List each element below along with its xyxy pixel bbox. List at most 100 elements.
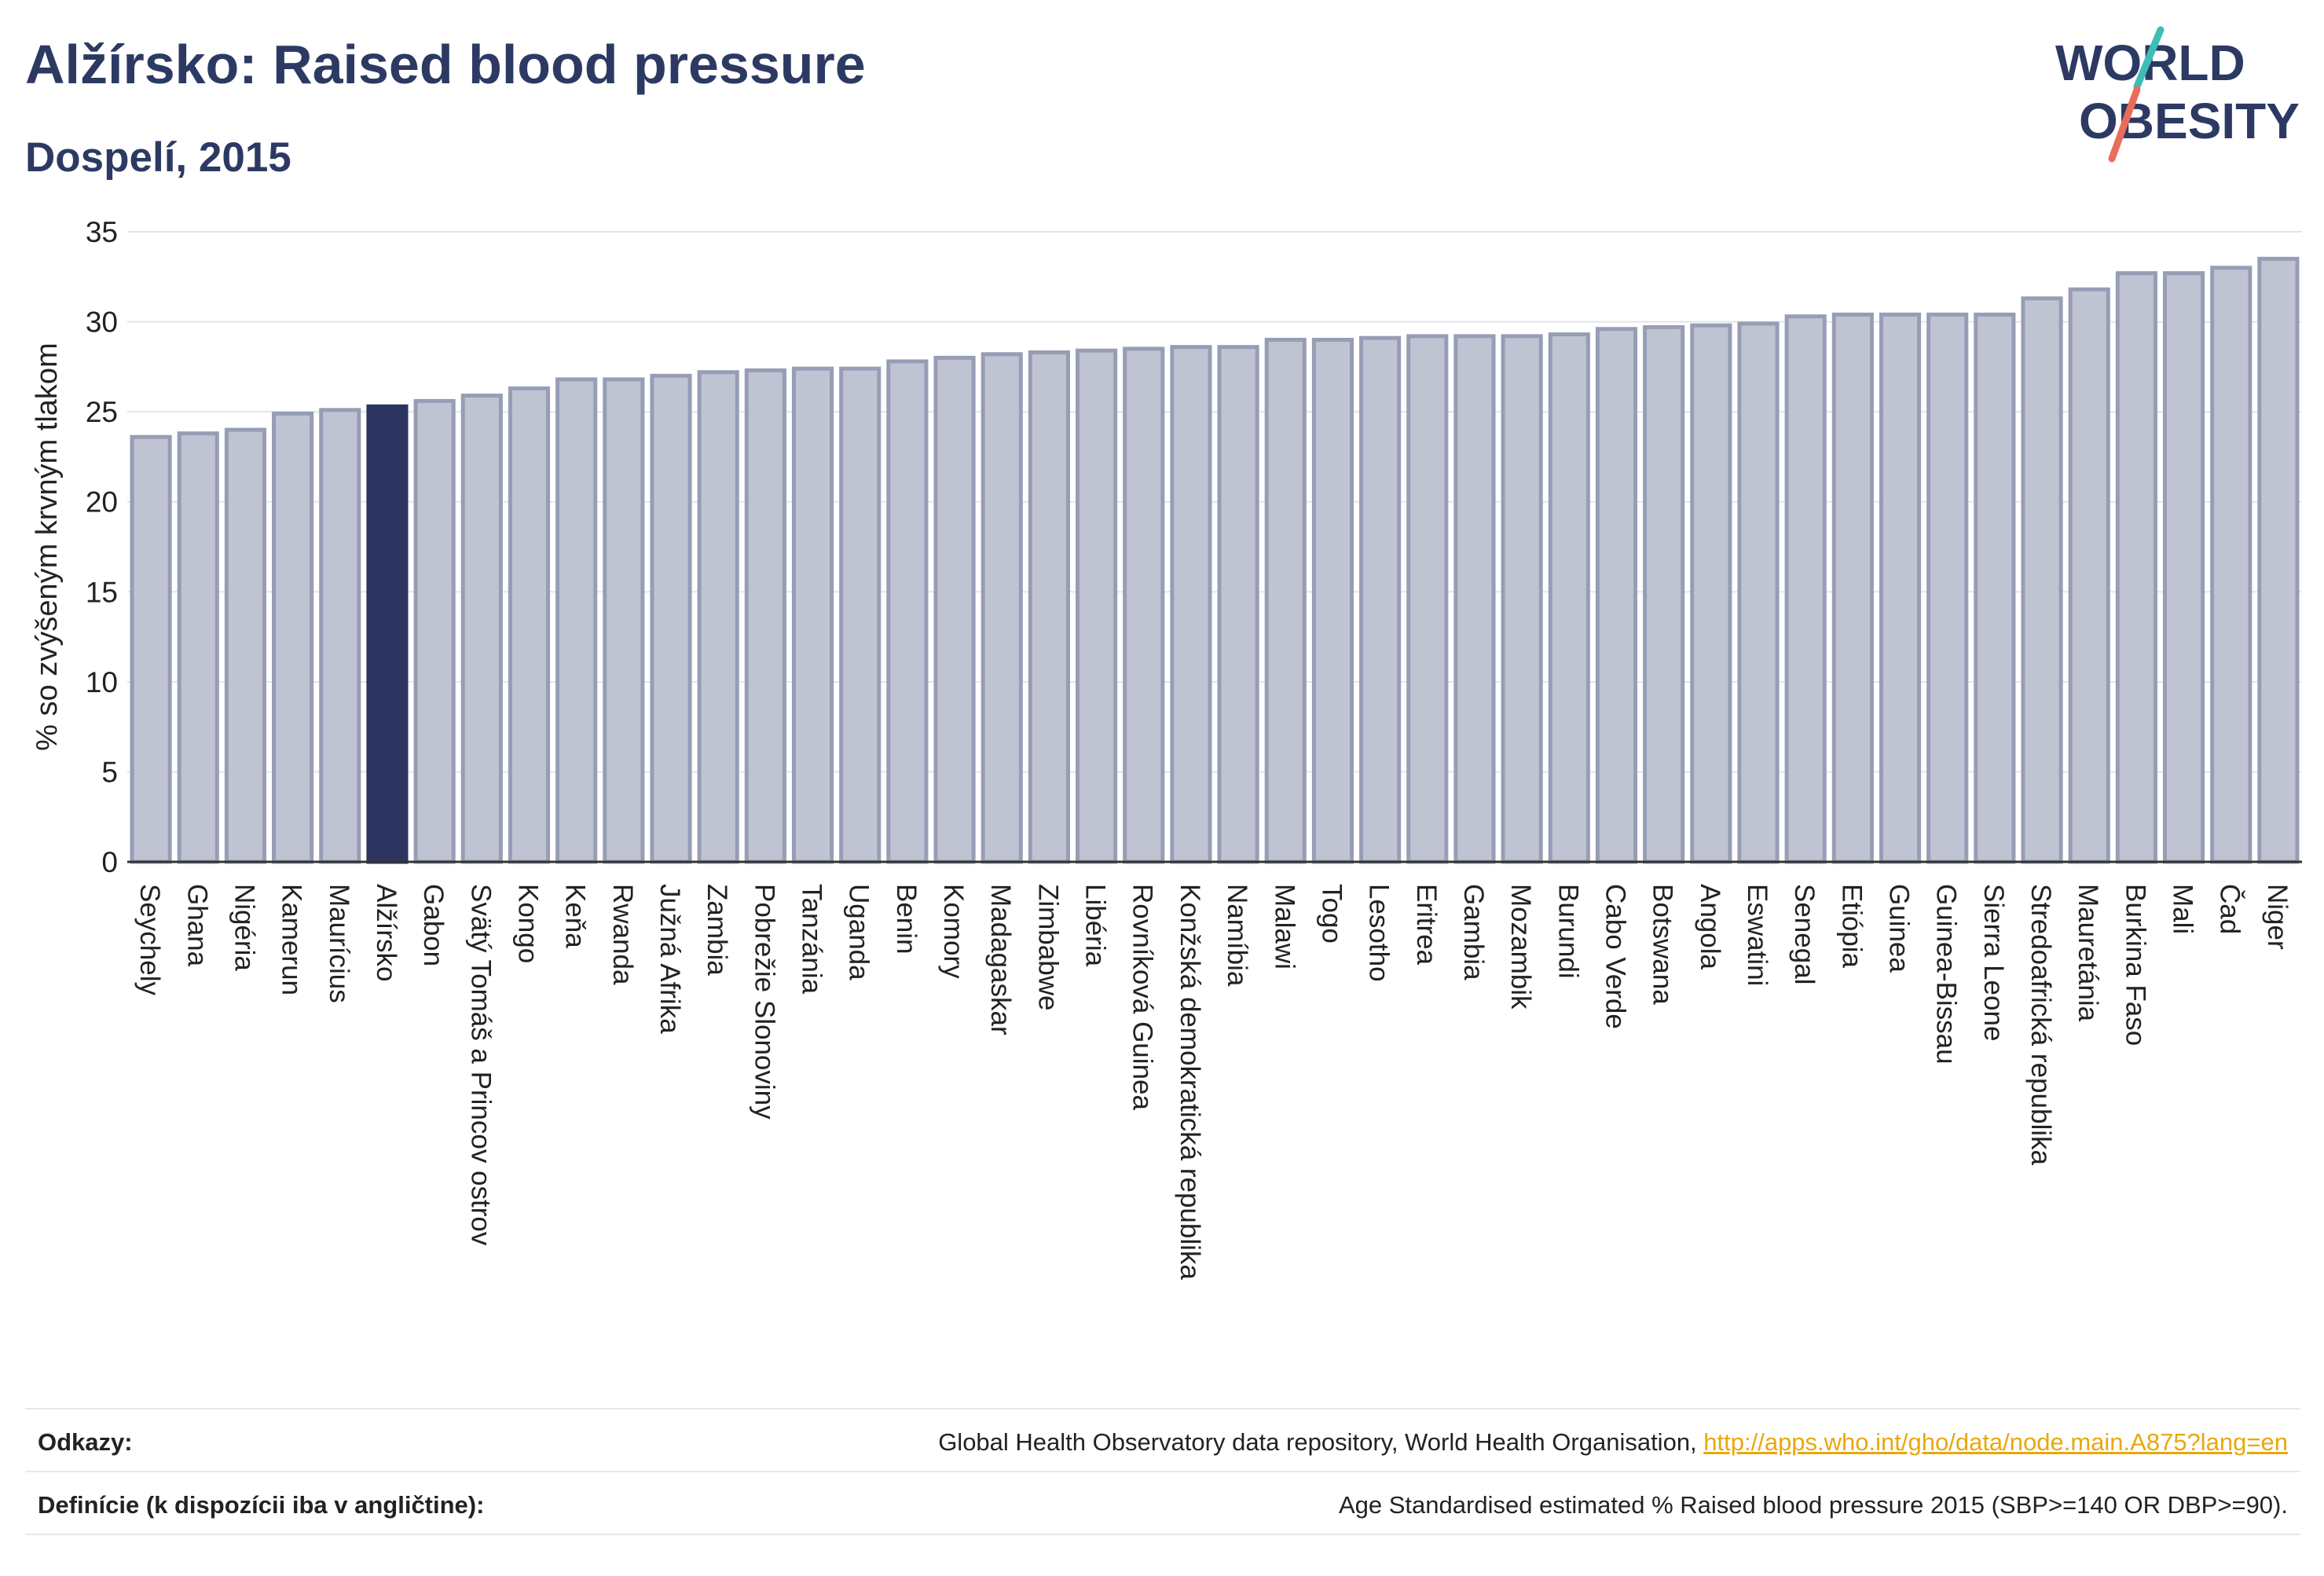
definitions-value: Age Standardised estimated % Raised bloo…	[1338, 1491, 2288, 1519]
bar[interactable]	[1170, 345, 1212, 864]
definitions-row: Definície (k dispozícii iba v angličtine…	[25, 1471, 2300, 1535]
bar[interactable]	[839, 366, 882, 864]
x-tick-label: Svätý Tomáš a Princov ostrov	[465, 884, 496, 1246]
bar[interactable]	[2068, 287, 2110, 864]
x-tick-label: Stredoafrická republika	[2025, 884, 2056, 1165]
bar[interactable]	[1028, 350, 1070, 864]
bar[interactable]	[2115, 271, 2157, 864]
bar[interactable]	[603, 377, 645, 864]
bar[interactable]	[1311, 337, 1354, 864]
x-tick-label: Alžírsko	[371, 884, 401, 981]
bar[interactable]	[1406, 334, 1449, 864]
bar[interactable]	[2210, 266, 2253, 864]
bar[interactable]	[130, 434, 172, 864]
x-tick-label: Niger	[2262, 884, 2293, 950]
x-tick-label: Južná Afrika	[654, 884, 685, 1034]
logo-slash-coral	[2108, 86, 2141, 163]
y-tick-label: 30	[86, 306, 118, 339]
bar[interactable]	[1501, 334, 1543, 864]
bar[interactable]	[1974, 312, 2016, 864]
bar[interactable]	[2021, 296, 2063, 864]
references-label: Odkazy:	[38, 1428, 133, 1456]
bar[interactable]	[1879, 312, 1922, 864]
x-tick-label: Benin	[891, 884, 922, 955]
bar[interactable]	[555, 377, 598, 864]
bar[interactable]	[981, 352, 1023, 864]
x-axis-ticks: Seychely Ghana Nigéria Kamerun Maurícius Alží…	[134, 884, 2293, 1280]
bar[interactable]	[697, 370, 739, 864]
x-tick-label: Sierra Leone	[1978, 884, 2009, 1041]
bar[interactable]	[319, 408, 361, 864]
x-tick-label: Komory	[938, 884, 969, 979]
y-tick-label: 20	[86, 486, 118, 519]
x-tick-label: Lesotho	[1364, 884, 1395, 982]
x-tick-label: Uganda	[844, 884, 874, 980]
references-text: Global Health Observatory data repositor…	[938, 1428, 1704, 1456]
bar[interactable]	[1643, 324, 1685, 864]
bar[interactable]	[1548, 332, 1590, 864]
bar[interactable]	[791, 366, 834, 864]
bar[interactable]	[1926, 312, 1969, 864]
chart-title: Alžírsko: Raised blood pressure	[25, 34, 866, 95]
x-tick-label: Cabo Verde	[1600, 884, 1630, 1029]
bar[interactable]	[460, 394, 503, 864]
bar[interactable]	[1690, 323, 1732, 864]
bar[interactable]	[933, 355, 976, 864]
x-tick-label: Keňa	[560, 884, 591, 948]
x-tick-label: Namíbia	[1222, 884, 1252, 987]
x-tick-label: Rovníková Guinea	[1127, 884, 1158, 1110]
x-tick-label: Zambia	[702, 884, 732, 976]
y-tick-label: 0	[101, 846, 118, 878]
x-tick-label: Eswatini	[1742, 884, 1772, 986]
x-tick-label: Zimbabwe	[1032, 884, 1063, 1010]
bar[interactable]	[1359, 335, 1402, 864]
bar[interactable]	[224, 427, 267, 864]
x-tick-label: Seychely	[134, 884, 165, 996]
bar[interactable]	[2162, 271, 2205, 864]
bar[interactable]	[1831, 312, 1874, 864]
x-tick-label: Senegal	[1789, 884, 1820, 984]
bar[interactable]	[1737, 321, 1780, 864]
references-row: Odkazy: Global Health Observatory data r…	[25, 1408, 2300, 1472]
x-tick-label: Guinea	[1884, 884, 1915, 973]
bar[interactable]	[744, 368, 786, 864]
bar[interactable]	[1123, 346, 1165, 864]
bar[interactable]	[2257, 256, 2300, 864]
chart-subtitle: Dospelí, 2015	[25, 134, 291, 181]
x-tick-label: Etiópia	[1836, 884, 1867, 969]
x-tick-label: Burkina Faso	[2120, 884, 2150, 1046]
bar[interactable]	[1217, 345, 1259, 864]
bar[interactable]	[413, 398, 456, 864]
bar-chart: 0 5 10 15 20 25 30 35 Seychely Ghana Nigéria Kamer…	[31, 216, 2302, 1280]
bar[interactable]	[272, 411, 314, 864]
bar[interactable]	[1264, 337, 1307, 864]
x-tick-label: Kongo	[512, 884, 543, 963]
bar[interactable]	[1595, 327, 1638, 864]
bar[interactable]	[1075, 348, 1118, 864]
y-axis-label: % so zvýšeným krvným tlakom	[31, 343, 64, 750]
bar[interactable]	[508, 386, 551, 864]
world-obesity-logo: WORLD OBESITY	[2055, 26, 2300, 163]
bar[interactable]	[1453, 334, 1496, 864]
x-tick-label: Malawi	[1269, 884, 1299, 969]
footer-divider	[25, 1534, 2300, 1535]
y-tick-label: 10	[86, 666, 118, 698]
x-tick-label: Tanzánia	[797, 884, 827, 995]
bar-highlight[interactable]	[366, 404, 409, 864]
x-tick-label: Gabon	[418, 884, 449, 966]
y-axis-ticks: 0 5 10 15 20 25 30 35	[86, 216, 118, 878]
x-tick-label: Guinea-Bissau	[1931, 884, 1962, 1065]
y-tick-label: 5	[101, 756, 118, 788]
x-tick-label: Mauretánia	[2073, 884, 2103, 1022]
bar[interactable]	[650, 373, 692, 864]
x-tick-label: Rwanda	[607, 884, 638, 985]
bar[interactable]	[886, 359, 929, 864]
x-tick-label: Konžská demokratická republika	[1175, 884, 1205, 1280]
x-tick-label: Gambia	[1458, 884, 1489, 980]
x-tick-label: Nigéria	[229, 884, 259, 971]
x-tick-label: Burundi	[1552, 884, 1583, 979]
bar[interactable]	[1784, 314, 1827, 864]
x-tick-label: Mozambik	[1505, 884, 1536, 1010]
bar[interactable]	[177, 431, 219, 864]
references-link[interactable]: http://apps.who.int/gho/data/node.main.A…	[1703, 1428, 2288, 1456]
